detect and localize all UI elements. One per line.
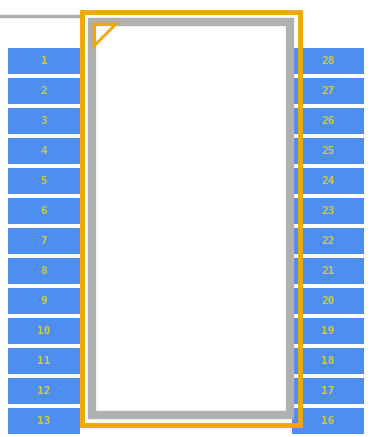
Bar (92, 22, 290, 415)
Text: 28: 28 (321, 56, 335, 66)
Text: 13: 13 (37, 416, 51, 426)
Bar (292, 258, 364, 284)
Bar (292, 348, 364, 374)
Text: 20: 20 (321, 296, 335, 306)
Text: 4: 4 (41, 146, 47, 156)
Text: 26: 26 (321, 116, 335, 126)
Text: 2: 2 (41, 86, 47, 96)
Bar (292, 408, 364, 434)
Text: 27: 27 (321, 86, 335, 96)
Text: 9: 9 (41, 296, 47, 306)
Bar (8, 318, 80, 344)
Bar (292, 78, 364, 104)
Bar (292, 228, 364, 254)
Bar (292, 198, 364, 224)
Text: 19: 19 (321, 326, 335, 336)
Text: 7: 7 (41, 236, 47, 246)
Bar (8, 288, 80, 314)
Text: 5: 5 (41, 176, 47, 186)
Text: 3: 3 (41, 116, 47, 126)
Bar (8, 348, 80, 374)
Bar (8, 258, 80, 284)
Bar (82, 12, 300, 425)
Text: 10: 10 (37, 326, 51, 336)
Bar (8, 138, 80, 164)
Bar (292, 168, 364, 194)
Text: 25: 25 (321, 146, 335, 156)
Text: 6: 6 (41, 206, 47, 216)
Text: 17: 17 (321, 386, 335, 396)
Bar (8, 198, 80, 224)
Text: 1: 1 (41, 56, 47, 66)
Text: 23: 23 (321, 206, 335, 216)
Bar (292, 108, 364, 134)
Text: 24: 24 (321, 176, 335, 186)
Text: 18: 18 (321, 356, 335, 366)
Text: 12: 12 (37, 386, 51, 396)
Bar (292, 378, 364, 404)
Text: 11: 11 (37, 356, 51, 366)
Bar (8, 78, 80, 104)
Text: 22: 22 (321, 236, 335, 246)
Bar (8, 168, 80, 194)
Bar (8, 378, 80, 404)
Bar (292, 288, 364, 314)
Bar (8, 408, 80, 434)
Text: 16: 16 (321, 416, 335, 426)
Text: 8: 8 (41, 266, 47, 276)
Bar (292, 318, 364, 344)
Bar (292, 138, 364, 164)
Text: 21: 21 (321, 266, 335, 276)
Bar (8, 228, 80, 254)
Bar (8, 108, 80, 134)
Bar (8, 48, 80, 74)
Bar (292, 48, 364, 74)
